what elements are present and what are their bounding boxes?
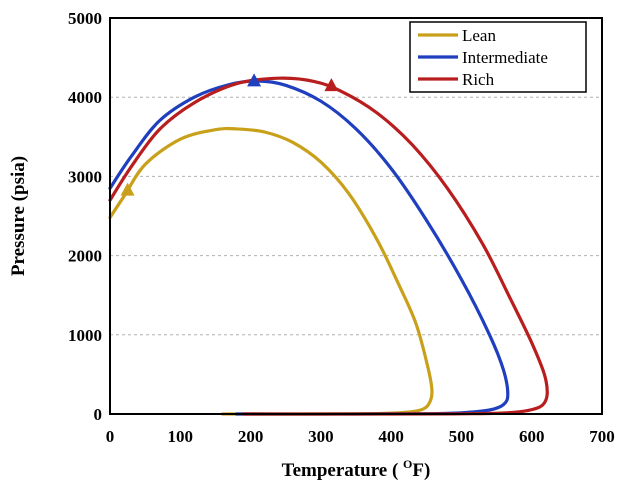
critical-point-rich — [324, 78, 339, 92]
x-tick-label: 400 — [378, 427, 404, 446]
plot-area-frame — [109, 17, 603, 415]
y-axis-title: Pressure (psia) — [8, 156, 29, 276]
curve-lean — [108, 126, 434, 416]
critical-point-markers — [120, 73, 339, 196]
y-tick-label: 5000 — [68, 9, 102, 28]
x-tick-label: 300 — [308, 427, 334, 446]
gridlines — [110, 96, 602, 336]
curve-rich — [108, 76, 549, 416]
x-tick-label: 700 — [589, 427, 615, 446]
legend-label: Intermediate — [462, 48, 548, 67]
y-tick-label: 1000 — [68, 326, 102, 345]
x-axis-title: Temperature ( OF) — [282, 457, 431, 481]
x-tick-label: 600 — [519, 427, 545, 446]
x-tick-label: 100 — [168, 427, 194, 446]
critical-point-intermediate — [247, 73, 262, 87]
x-tick-label: 0 — [106, 427, 115, 446]
y-tick-label: 2000 — [68, 247, 102, 266]
y-tick-label: 4000 — [68, 88, 102, 107]
legend-label: Rich — [462, 70, 495, 89]
curve-intermediate — [108, 79, 510, 416]
legend: Lean Intermediate Rich — [409, 21, 587, 93]
critical-point-lean — [120, 182, 135, 196]
y-tick-label: 3000 — [68, 167, 102, 186]
y-tick-label: 0 — [94, 405, 103, 424]
legend-label: Lean — [462, 26, 496, 45]
y-axis-ticks: 0 1000 2000 3000 4000 5000 — [68, 9, 102, 424]
x-tick-label: 200 — [238, 427, 264, 446]
curves — [108, 76, 549, 416]
x-tick-label: 500 — [449, 427, 475, 446]
x-axis-ticks: 0 100 200 300 400 500 600 700 — [106, 427, 615, 446]
